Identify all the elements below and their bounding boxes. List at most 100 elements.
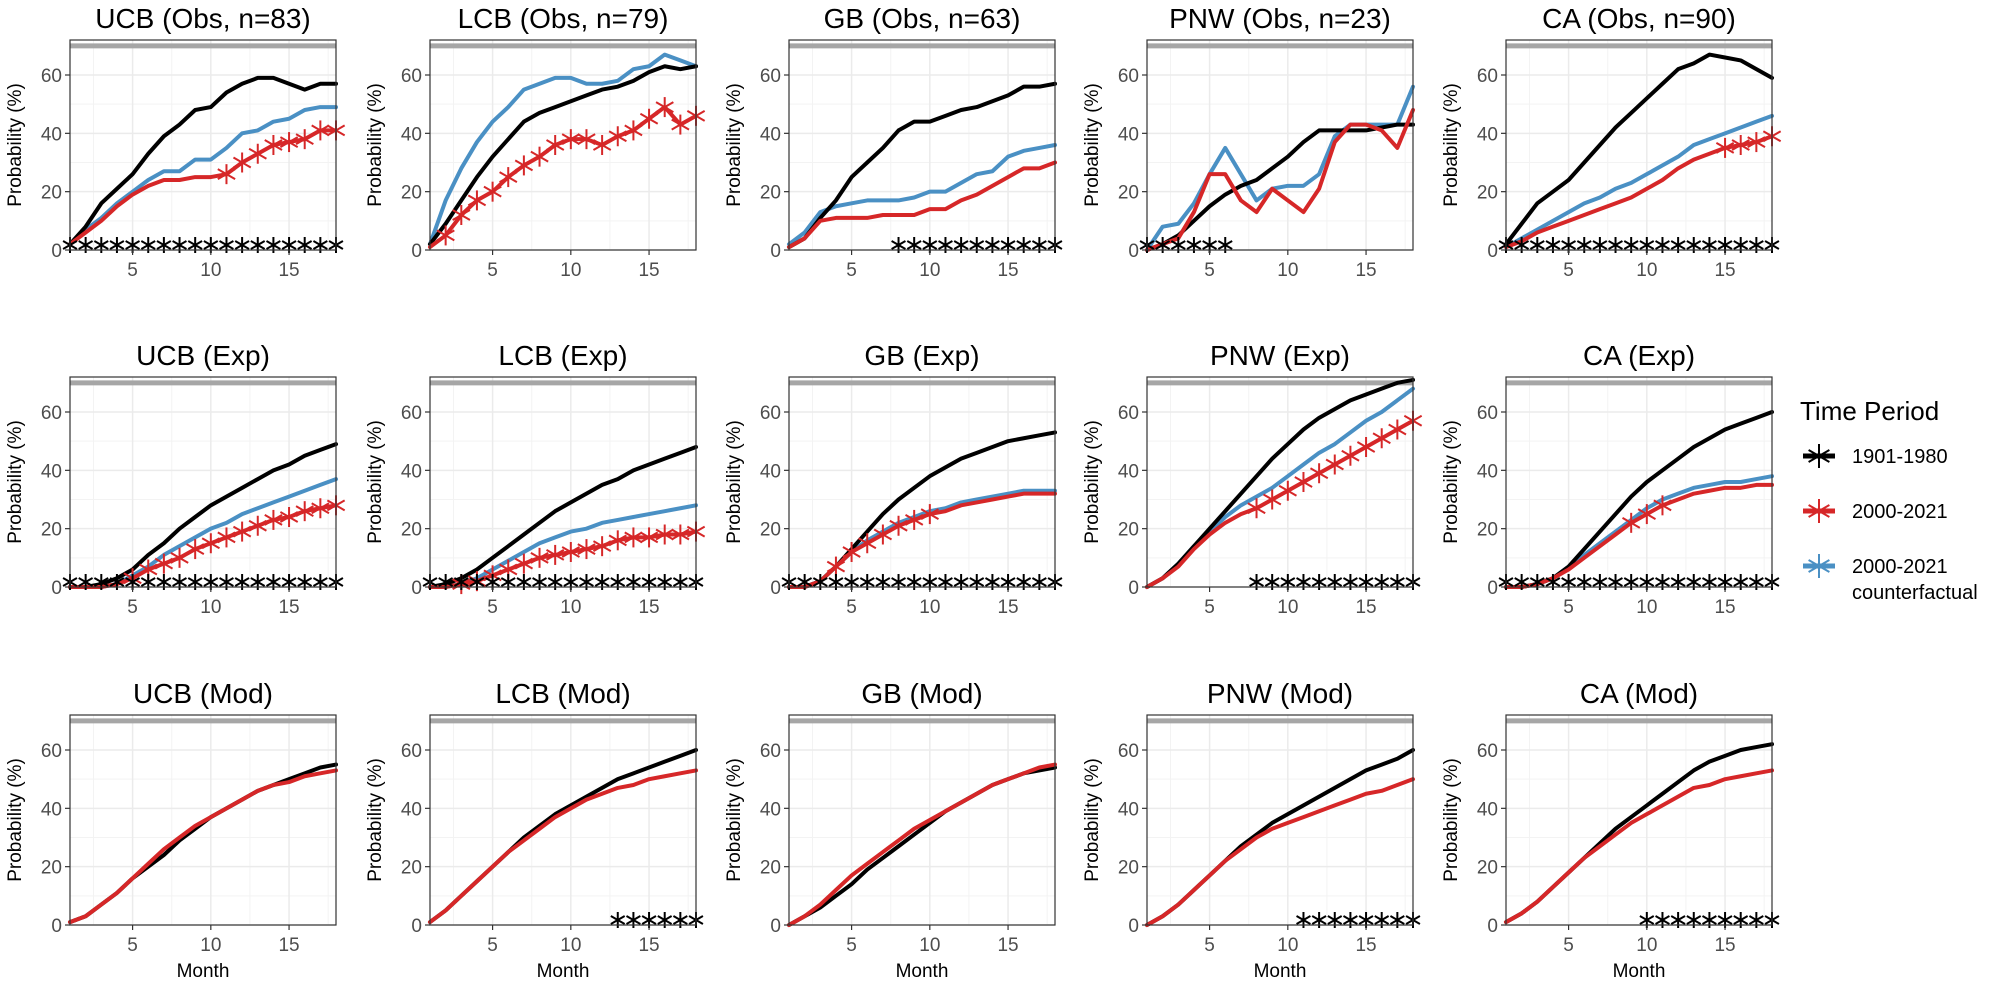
x-tick-label: 5	[127, 935, 138, 956]
x-axis-label: Month	[177, 961, 230, 982]
panel-title: PNW (Exp)	[1210, 340, 1350, 371]
star-stroke	[154, 557, 174, 570]
y-tick-label: 20	[1118, 858, 1139, 879]
panel: 0 20 40 60 5 10 15 GB (Exp) Probability (%)	[724, 340, 1063, 618]
star-stroke	[1155, 240, 1171, 250]
x-tick-label: 5	[846, 597, 857, 618]
x-tick-label: 15	[997, 260, 1018, 281]
star-stroke	[1342, 915, 1358, 925]
panel-background	[70, 377, 336, 587]
x-tick-label: 10	[1636, 260, 1657, 281]
series-star-marker	[295, 129, 314, 150]
star-stroke	[1748, 240, 1764, 250]
star-stroke	[1296, 577, 1311, 587]
y-tick-label: 60	[401, 741, 422, 762]
panel-border	[1505, 376, 1773, 588]
y-tick-label: 0	[1487, 916, 1498, 937]
star-stroke	[1576, 240, 1592, 250]
panel-border	[1146, 376, 1414, 588]
star-stroke	[219, 577, 234, 587]
series-line	[787, 762, 1057, 927]
panel: 0 20 40 60 5 10 15 UCB (Exp) Probability (%)	[5, 340, 346, 618]
star-stroke	[875, 577, 891, 587]
star-stroke	[1808, 559, 1830, 573]
star-stroke	[469, 577, 485, 587]
x-tick-label: 15	[638, 935, 659, 956]
y-tick-label: 60	[1118, 403, 1139, 424]
x-tick-label: 5	[1563, 260, 1574, 281]
star-stroke	[453, 577, 469, 587]
x-tick-label: 15	[1714, 597, 1735, 618]
y-tick-label: 20	[41, 520, 62, 541]
star-stroke	[279, 136, 299, 148]
star-stroke	[1717, 577, 1733, 587]
series-star-marker	[452, 205, 471, 225]
star-stroke	[1808, 449, 1830, 463]
star-stroke	[1733, 240, 1749, 250]
y-tick-label: 60	[760, 66, 781, 87]
star-stroke	[984, 577, 1000, 587]
panel: 0 20 40 60 5 10 15 UCB (Obs, n=83) Probability (…	[5, 3, 346, 281]
star-stroke	[938, 240, 953, 250]
x-tick-label: 10	[200, 935, 221, 956]
y-tick-label: 60	[41, 741, 62, 762]
y-tick-label: 20	[760, 858, 781, 879]
star-stroke	[1592, 240, 1608, 250]
star-stroke	[1327, 577, 1343, 587]
star-stroke	[516, 577, 532, 587]
series-star-marker	[592, 135, 612, 155]
series-star-marker	[1356, 437, 1376, 457]
star-stroke	[1670, 915, 1686, 925]
star-stroke	[1327, 915, 1343, 925]
series-star-marker	[655, 524, 674, 545]
series-star-marker	[1637, 504, 1656, 525]
star-stroke	[311, 502, 330, 515]
star-stroke	[170, 551, 189, 564]
panel-title: UCB (Mod)	[133, 678, 273, 709]
series-star-marker	[530, 547, 549, 568]
star-stroke	[125, 577, 141, 587]
series-line	[1145, 122, 1415, 252]
series-star-marker	[1731, 135, 1750, 155]
series-star-marker	[624, 527, 643, 548]
star-stroke	[655, 528, 674, 541]
panel: 0 20 40 60 5 10 15 PNW (Mod) Probability (%) Mont…	[1082, 678, 1421, 982]
panel-border	[69, 39, 337, 251]
star-stroke	[1247, 502, 1266, 515]
x-tick-label: 15	[638, 597, 659, 618]
star-stroke	[797, 577, 813, 587]
star-stroke	[1623, 240, 1639, 250]
y-tick-label: 60	[401, 66, 422, 87]
star-stroke	[906, 240, 922, 250]
star-stroke	[485, 577, 501, 587]
star-stroke	[1701, 577, 1717, 587]
y-tick-label: 20	[41, 183, 62, 204]
star-stroke	[889, 519, 908, 532]
star-stroke	[546, 549, 565, 561]
x-tick-label: 15	[997, 935, 1018, 956]
series-star-marker	[826, 556, 846, 577]
panel-title: LCB (Mod)	[495, 678, 630, 709]
star-stroke	[140, 240, 156, 250]
x-axis-label: Month	[896, 961, 949, 982]
star-stroke	[265, 240, 281, 250]
panel-border	[1505, 39, 1773, 251]
star-stroke	[1016, 577, 1032, 587]
star-stroke	[140, 577, 156, 587]
star-stroke	[295, 133, 314, 146]
series-star-marker	[1341, 445, 1360, 466]
star-stroke	[1715, 142, 1735, 154]
star-stroke	[109, 240, 125, 250]
star-stroke	[641, 915, 657, 925]
star-stroke	[1342, 577, 1358, 587]
y-tick-label: 0	[411, 578, 422, 599]
series-star-marker	[1747, 132, 1766, 153]
x-tick-label: 10	[919, 935, 940, 956]
x-tick-label: 5	[487, 935, 498, 956]
x-tick-label: 5	[1204, 597, 1215, 618]
star-stroke	[250, 240, 266, 250]
star-stroke	[1545, 240, 1561, 250]
star-stroke	[530, 150, 549, 163]
star-stroke	[1202, 240, 1218, 250]
star-stroke	[953, 240, 969, 250]
